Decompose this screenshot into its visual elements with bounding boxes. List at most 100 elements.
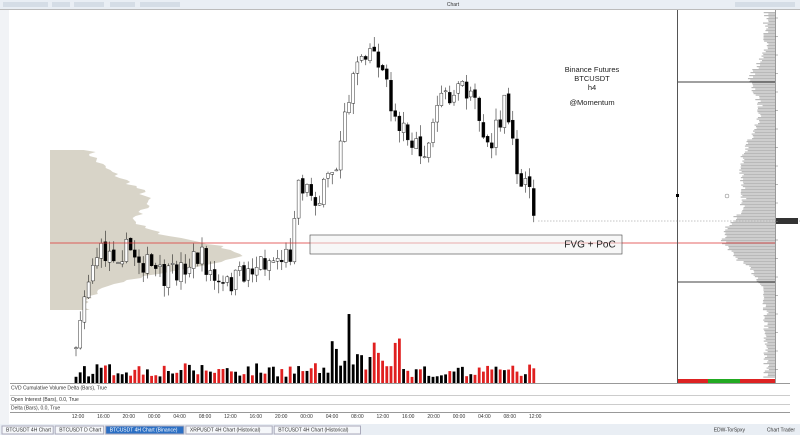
volume-profile-row	[763, 12, 775, 14]
candle-body	[137, 256, 141, 263]
volume-profile-row	[755, 126, 775, 128]
volume-bar	[179, 370, 183, 383]
volume-bar	[368, 357, 372, 383]
candle-body	[515, 138, 519, 175]
tab[interactable]	[185, 425, 273, 435]
volume-profile-row	[765, 331, 775, 333]
volume-profile-row	[768, 360, 775, 362]
tab-label[interactable]: XRPUSDT 4H Chart (Historical)	[190, 427, 261, 433]
volume-bar	[133, 369, 137, 383]
volume-profile-row	[735, 256, 775, 258]
volume-profile-row	[757, 103, 775, 105]
fvg-zone	[309, 234, 623, 255]
side-toolbar[interactable]	[0, 9, 9, 424]
title-bar	[0, 0, 800, 9]
volume-profile-row	[756, 280, 775, 282]
tab-label[interactable]: BTCUSDT 4H Chart (Binance)	[110, 427, 178, 433]
volume-profile-row	[765, 51, 775, 53]
status-item[interactable]: Chart Trader	[767, 427, 795, 433]
volume-profile-row	[763, 33, 775, 35]
volume-profile-row	[757, 108, 775, 110]
time-label: 04:00	[173, 414, 186, 420]
volume-profile-row	[766, 18, 775, 20]
candle-body	[527, 176, 532, 187]
volume-profile-row	[762, 105, 775, 107]
candle-body	[112, 249, 116, 262]
volume-profile-row	[768, 312, 775, 314]
tab[interactable]	[54, 425, 105, 435]
time-label: 00:00	[453, 414, 466, 420]
volume-profile-row	[766, 345, 775, 347]
volume-profile-row	[763, 286, 775, 288]
volume-bar	[150, 375, 153, 383]
candle-body	[212, 269, 217, 281]
volume-profile-row	[764, 316, 775, 318]
volume-profile-row	[757, 102, 775, 104]
status-item[interactable]: EDW-TorSpxy	[714, 427, 746, 433]
volume-profile-row	[742, 181, 775, 183]
volume-bar	[309, 368, 313, 383]
volume-profile-row	[766, 42, 775, 44]
candle-body	[305, 184, 309, 193]
volume-bar	[116, 373, 120, 383]
candle-body	[296, 179, 301, 219]
volume-bar	[410, 376, 414, 383]
volume-profile-row	[763, 292, 775, 294]
volume-bar	[209, 371, 212, 383]
volume-profile-row	[743, 208, 775, 210]
tab-label[interactable]: BTCUSDT 4H Chart	[6, 427, 52, 433]
toolbar[interactable]	[3, 2, 795, 7]
tab-label[interactable]: BTCUSDT D Chart	[59, 427, 102, 433]
candle-body	[372, 46, 376, 52]
volume-profile-row	[768, 21, 775, 23]
candle-body	[452, 94, 456, 103]
volume-profile-row	[759, 121, 775, 123]
volume-profile-row	[749, 265, 775, 267]
tab-label[interactable]: BTCUSDT 4H Chart (Historical)	[278, 427, 349, 433]
candle-body	[313, 197, 318, 206]
volume-profile-row	[733, 253, 775, 255]
volume-profile-row	[728, 246, 775, 248]
tab[interactable]	[105, 425, 185, 435]
volume-bar	[431, 376, 435, 383]
volume-profile-row	[763, 315, 775, 317]
candle-body	[368, 48, 372, 61]
volume-profile-row	[763, 298, 775, 300]
volume-profile-row	[766, 355, 775, 357]
volume-profile-row	[742, 186, 775, 188]
volume-profile-row	[765, 306, 775, 308]
volume-profile-row	[723, 231, 775, 233]
volume-bar	[200, 365, 204, 383]
volume-bar	[154, 375, 158, 383]
candle-body	[422, 156, 427, 158]
volume-bar	[230, 371, 233, 383]
volume-bar	[125, 372, 128, 383]
volume-profile-row	[767, 324, 775, 326]
volume-profile-row	[737, 258, 775, 260]
volume-profile-row	[740, 204, 775, 206]
volume-bar	[330, 341, 334, 383]
candle-body	[128, 237, 133, 251]
tab[interactable]	[1, 425, 54, 435]
volume-profile-row	[728, 247, 775, 249]
time-label: 00:00	[148, 414, 161, 420]
candle-body	[330, 172, 334, 175]
volume-profile-row	[763, 340, 775, 342]
volume-profile-row	[768, 16, 775, 18]
volume-bar	[465, 376, 468, 383]
volume-profile-row	[746, 141, 775, 143]
volume-profile-row	[747, 139, 775, 141]
volume-profile-row	[741, 211, 775, 213]
volume-bar	[393, 342, 397, 383]
volume-bar	[419, 369, 422, 383]
tab[interactable]	[273, 425, 362, 435]
volume-profile-row	[765, 30, 775, 32]
volume-bar	[351, 364, 355, 383]
volume-profile-row	[766, 367, 775, 369]
volume-bar	[326, 372, 330, 383]
candle-body	[280, 259, 284, 263]
volume-profile-row	[756, 279, 775, 281]
volume-profile-row	[736, 214, 775, 216]
volume-bar	[188, 364, 191, 383]
volume-bar	[104, 365, 107, 383]
